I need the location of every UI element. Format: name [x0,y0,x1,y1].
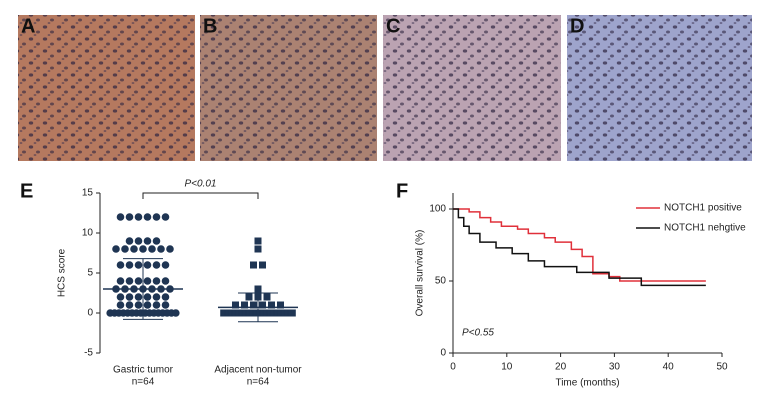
panel-letter: F [396,180,408,202]
dot [143,213,152,221]
x-tick-label: 10 [501,362,513,373]
dot [277,301,284,309]
dot [112,245,120,253]
dot [134,237,143,245]
dot [161,301,170,309]
y-tick-label: 5 [87,268,93,279]
legend-label: NOTCH1 nehgtive [664,223,746,234]
dot [254,245,262,253]
dot [125,293,134,301]
x-axis-label: Time (months) [555,378,619,389]
dot [254,237,262,245]
panel-letter: C [386,15,400,37]
survival-line [453,208,706,282]
dot [143,237,152,245]
dot [116,301,125,309]
bracket [142,192,259,199]
dot [161,261,170,269]
dot [125,237,134,245]
panel-letter: B [203,15,217,37]
panel-letter: D [570,15,584,37]
y-tick-label: 15 [82,188,94,199]
dot [148,245,156,253]
dot [134,277,143,285]
dot [130,245,138,253]
dot [116,293,125,301]
dot [245,293,253,301]
dot [263,293,271,301]
dot [143,277,152,285]
dot [161,293,170,301]
dot [152,293,161,301]
dot [232,301,239,309]
dot [152,277,161,285]
y-axis-label: Overall survival (%) [415,230,426,317]
dot [152,301,161,309]
dot [134,261,143,269]
dot [157,245,165,253]
dot [152,237,161,245]
y-axis-label: HCS score [57,248,68,297]
x-tick-label: Gastric tumor [113,365,174,376]
dot [134,301,143,309]
dot [143,301,152,309]
dot [166,245,174,253]
dot [125,261,134,269]
y-tick-label: -5 [84,348,93,359]
dot [152,261,161,269]
panel-letter: A [21,15,35,37]
x-tick-label: 20 [555,362,567,373]
dot [125,301,134,309]
dot [172,309,180,317]
dot [134,213,143,221]
dot [259,301,266,309]
y-tick-label: 50 [435,276,447,287]
dot [116,261,125,269]
dot [121,245,129,253]
x-tick-label: 0 [450,362,456,373]
dot [152,213,161,221]
y-tick-label: 100 [429,204,446,215]
dot [250,261,257,269]
dot [288,309,296,317]
y-tick-label: 0 [87,308,93,319]
dot [254,285,262,293]
dot [139,245,147,253]
dot [134,293,143,301]
dot [241,301,248,309]
x-tick-label: 40 [663,362,675,373]
dot [161,277,170,285]
dot [268,301,275,309]
dot [116,277,125,285]
dot [250,301,257,309]
dot [125,277,134,285]
x-tick-label: 30 [609,362,621,373]
dot [161,213,170,221]
x-tick-note: n=64 [247,377,270,388]
dot [116,213,125,221]
y-tick-label: 10 [82,228,94,239]
x-tick-label: Adjacent non-tumor [214,365,302,376]
annotation: P<0.55 [462,328,494,339]
survival-line [453,208,706,287]
dot [125,213,134,221]
annotation: P<0.01 [185,179,217,190]
y-tick-label: 0 [440,348,446,359]
dot [143,261,152,269]
x-tick-note: n=64 [132,377,155,388]
micrographs: A B C D [18,15,752,161]
dot [143,293,152,301]
x-tick-label: 50 [716,362,728,373]
panel-letter: E [20,180,33,202]
dot [259,261,266,269]
legend-label: NOTCH1 positive [664,203,742,214]
